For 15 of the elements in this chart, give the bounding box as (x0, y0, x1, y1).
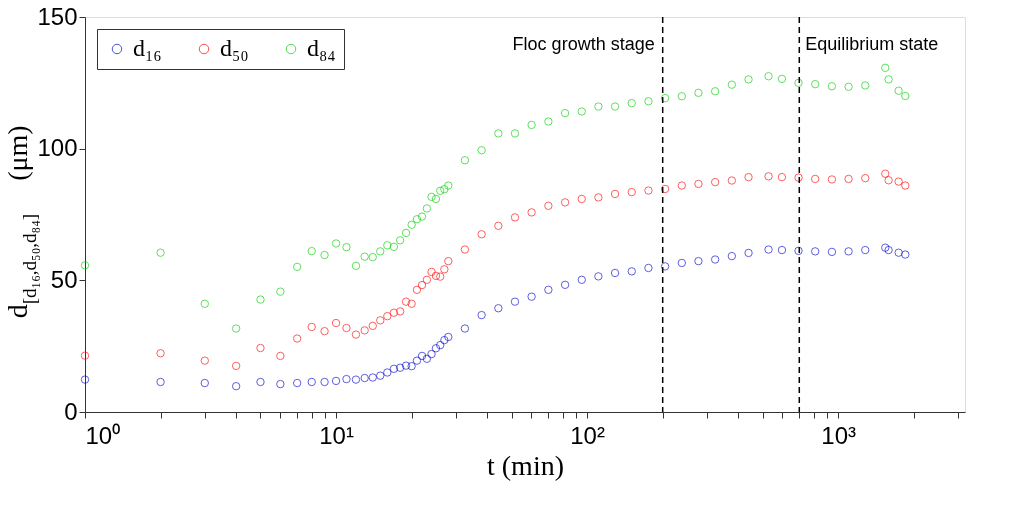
legend-label: d₈₄ (307, 35, 336, 61)
text: d[d₁₆,d₅₀,d₈₄] (μm) (2, 125, 40, 319)
x-tick-label: 10⁰ (85, 421, 121, 449)
x-tick-label: 10² (570, 421, 605, 449)
x-axis-title: t (min) (487, 449, 564, 481)
legend-label: d₅₀ (220, 35, 249, 61)
x-tick-label: 10³ (821, 421, 857, 449)
ref-line-label: Equilibrium state (805, 34, 939, 54)
y-tick-label: 50 (50, 265, 78, 293)
legend-label: d₁₆ (133, 35, 162, 61)
y-tick-label: 150 (37, 2, 78, 30)
y-tick-label: 100 (37, 134, 78, 162)
ref-line-label: Floc growth stage (512, 34, 655, 54)
y-tick-label: 0 (64, 397, 78, 425)
x-tick-label: 10¹ (319, 421, 354, 449)
